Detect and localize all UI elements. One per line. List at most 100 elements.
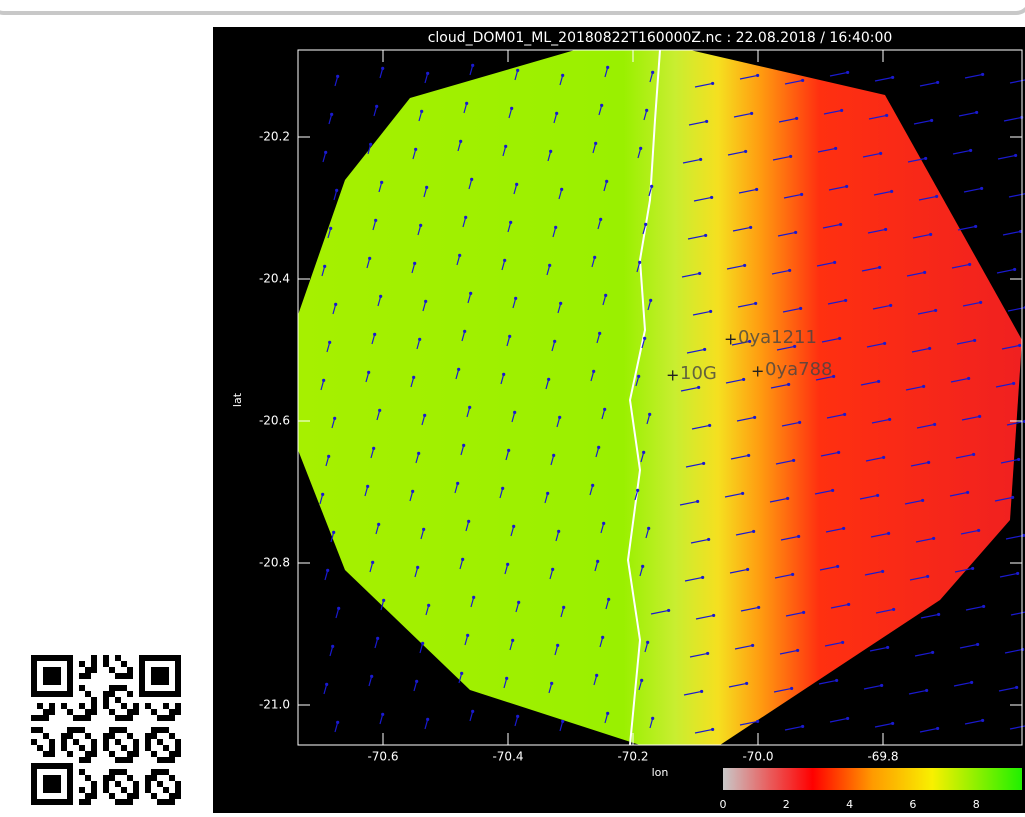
- qr-module: [31, 793, 37, 799]
- arrow-head: [711, 728, 714, 731]
- arrow-head: [744, 150, 747, 153]
- qr-module: [151, 691, 157, 697]
- arrow-head: [888, 418, 891, 421]
- qr-module: [67, 769, 73, 775]
- arrow-head: [509, 221, 512, 224]
- arrow-head: [743, 264, 746, 267]
- qr-module: [175, 667, 181, 673]
- qr-module: [163, 745, 169, 751]
- qr-module: [67, 679, 73, 685]
- arrow-head: [835, 679, 838, 682]
- station-marker: +: [751, 362, 764, 381]
- qr-module: [61, 799, 67, 805]
- arrow-head: [415, 680, 418, 683]
- qr-module: [31, 775, 37, 781]
- qr-module: [145, 691, 151, 697]
- arrow-head: [884, 228, 887, 231]
- arrow-head: [333, 417, 336, 420]
- arrow-head: [787, 383, 790, 386]
- qr-module: [115, 739, 121, 745]
- qr-module: [151, 673, 157, 679]
- qr-module: [121, 703, 127, 709]
- qr-module: [121, 799, 127, 805]
- y-axis-label: lat: [231, 392, 244, 407]
- qr-module: [127, 793, 133, 799]
- arrow-head: [976, 643, 979, 646]
- qr-module: [43, 763, 49, 769]
- qr-module: [157, 769, 163, 775]
- qr-module: [55, 691, 61, 697]
- qr-module: [109, 727, 115, 733]
- arrow-head: [547, 378, 550, 381]
- qr-module: [163, 757, 169, 763]
- qr-module: [121, 757, 127, 763]
- arrow-head: [425, 186, 428, 189]
- arrow-head: [462, 444, 465, 447]
- qr-module: [79, 799, 85, 805]
- arrow-head: [412, 376, 415, 379]
- plot-title: cloud_DOM01_ML_20180822T160000Z.nc : 22.…: [428, 30, 893, 46]
- arrow-head: [551, 568, 554, 571]
- qr-module: [175, 673, 181, 679]
- arrow-head: [977, 529, 980, 532]
- arrow-head: [511, 639, 514, 642]
- arrow-head: [924, 157, 927, 160]
- arrow-head: [552, 454, 555, 457]
- arrow-head: [637, 375, 640, 378]
- arrow-head: [560, 188, 563, 191]
- arrow-head: [556, 644, 559, 647]
- qr-module: [43, 775, 49, 781]
- qr-module: [109, 685, 115, 691]
- arrow-head: [382, 599, 385, 602]
- qr-module: [49, 709, 55, 715]
- arrow-head: [651, 717, 654, 720]
- arrow-head: [973, 339, 976, 342]
- qr-module: [91, 745, 97, 751]
- qr-module: [61, 703, 67, 709]
- qr-module: [157, 781, 163, 787]
- qr-module: [79, 727, 85, 733]
- arrow-head: [470, 178, 473, 181]
- qr-module: [175, 781, 181, 787]
- qr-module: [79, 787, 85, 793]
- qr-module: [85, 691, 91, 697]
- arrow-head: [334, 303, 337, 306]
- qr-module: [139, 685, 145, 691]
- qr-module: [61, 691, 67, 697]
- arrow-head: [749, 226, 752, 229]
- qr-module: [109, 709, 115, 715]
- arrow-head: [981, 719, 984, 722]
- arrow-head: [373, 333, 376, 336]
- arrow-head: [643, 337, 646, 340]
- qr-module: [91, 661, 97, 667]
- y-tick-label: -20.6: [259, 414, 290, 428]
- qr-module: [31, 667, 37, 673]
- arrow-head: [931, 651, 934, 654]
- arrow-head: [468, 406, 471, 409]
- qr-module: [115, 685, 121, 691]
- qr-module: [157, 757, 163, 763]
- arrow-head: [971, 567, 974, 570]
- arrow-head: [322, 379, 325, 382]
- arrow-head: [746, 568, 749, 571]
- arrow-head: [645, 109, 648, 112]
- qr-module: [49, 667, 55, 673]
- qr-module: [37, 745, 43, 751]
- arrow-head: [649, 299, 652, 302]
- arrow-head: [756, 74, 759, 77]
- arrow-head: [602, 522, 605, 525]
- arrow-head: [553, 340, 556, 343]
- arrow-head: [375, 105, 378, 108]
- qr-module: [31, 679, 37, 685]
- qr-module: [103, 661, 109, 667]
- qr-module: [31, 799, 37, 805]
- qr-module: [109, 775, 115, 781]
- arrow-head: [798, 421, 801, 424]
- qr-module: [139, 691, 145, 697]
- qr-module: [79, 715, 85, 721]
- qr-module: [157, 727, 163, 733]
- arrow-head: [891, 722, 894, 725]
- arrow-head: [1018, 344, 1021, 347]
- arrow-head: [1012, 382, 1015, 385]
- qr-module: [133, 709, 139, 715]
